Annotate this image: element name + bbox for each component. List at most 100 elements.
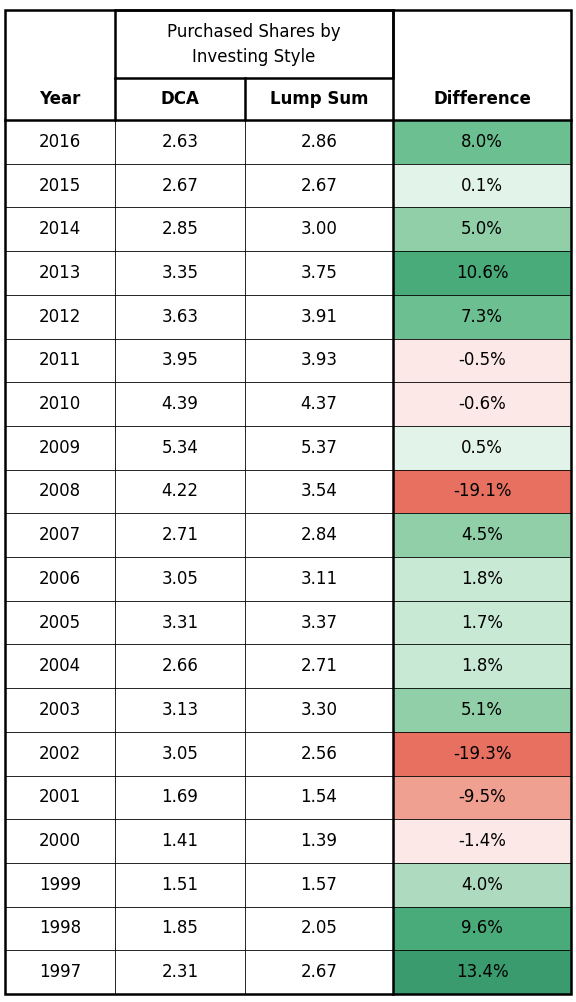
Text: 2.67: 2.67 (301, 176, 338, 194)
Text: 2011: 2011 (39, 352, 81, 370)
Text: 1.8%: 1.8% (461, 657, 503, 675)
Text: -19.1%: -19.1% (453, 482, 511, 500)
Text: 2010: 2010 (39, 395, 81, 413)
Text: 1.85: 1.85 (161, 920, 199, 938)
Text: -19.3%: -19.3% (453, 744, 511, 763)
Text: 1.51: 1.51 (161, 876, 199, 894)
Text: 3.30: 3.30 (301, 701, 338, 719)
Text: 1998: 1998 (39, 920, 81, 938)
Bar (115, 10, 393, 78)
Text: 2.56: 2.56 (301, 744, 338, 763)
Text: 2007: 2007 (39, 526, 81, 544)
Bar (115, 10, 393, 78)
Text: 2.05: 2.05 (301, 920, 338, 938)
Bar (393, 557, 571, 601)
Bar (393, 382, 571, 426)
Text: 2.63: 2.63 (161, 133, 199, 151)
Text: 10.6%: 10.6% (456, 264, 508, 282)
Text: -1.4%: -1.4% (458, 832, 506, 850)
Text: 1.69: 1.69 (161, 789, 199, 807)
Bar (393, 513, 571, 557)
Text: 2006: 2006 (39, 570, 81, 588)
Text: -9.5%: -9.5% (458, 789, 506, 807)
Bar (5, 601, 393, 644)
Text: 5.1%: 5.1% (461, 701, 503, 719)
Text: -0.6%: -0.6% (458, 395, 506, 413)
Text: 5.37: 5.37 (301, 439, 338, 457)
Text: 1.8%: 1.8% (461, 570, 503, 588)
Text: 2.71: 2.71 (161, 526, 199, 544)
Text: 2014: 2014 (39, 220, 81, 238)
Text: 7.3%: 7.3% (461, 308, 503, 326)
Text: 3.35: 3.35 (161, 264, 199, 282)
Text: 1.54: 1.54 (301, 789, 338, 807)
Bar (5, 557, 393, 601)
Text: Difference: Difference (433, 90, 531, 108)
Text: 4.39: 4.39 (161, 395, 199, 413)
Text: 3.13: 3.13 (161, 701, 199, 719)
Text: 2.85: 2.85 (161, 220, 199, 238)
Bar (5, 776, 393, 820)
Bar (393, 863, 571, 907)
Text: 2.31: 2.31 (161, 963, 199, 981)
Text: 2013: 2013 (39, 264, 81, 282)
Bar (5, 120, 393, 163)
Text: 2.71: 2.71 (301, 657, 338, 675)
Text: Purchased Shares by
Investing Style: Purchased Shares by Investing Style (167, 22, 341, 65)
Bar (5, 252, 393, 295)
Text: 2008: 2008 (39, 482, 81, 500)
Text: 3.63: 3.63 (161, 308, 199, 326)
Bar (5, 863, 393, 907)
Bar (393, 207, 571, 252)
Text: 4.22: 4.22 (161, 482, 199, 500)
Text: 3.54: 3.54 (301, 482, 338, 500)
Text: 2001: 2001 (39, 789, 81, 807)
Bar (5, 644, 393, 688)
Text: Year: Year (39, 90, 81, 108)
Text: 2004: 2004 (39, 657, 81, 675)
Text: 1997: 1997 (39, 963, 81, 981)
Text: 1.41: 1.41 (161, 832, 199, 850)
Bar (393, 907, 571, 950)
Text: 4.37: 4.37 (301, 395, 338, 413)
Bar (393, 820, 571, 863)
Text: 9.6%: 9.6% (461, 920, 503, 938)
Text: 2015: 2015 (39, 176, 81, 194)
Bar (5, 907, 393, 950)
Text: 4.0%: 4.0% (461, 876, 503, 894)
Bar (5, 513, 393, 557)
Text: 1999: 1999 (39, 876, 81, 894)
Text: 1.39: 1.39 (301, 832, 338, 850)
Text: 2.86: 2.86 (301, 133, 338, 151)
Bar (5, 470, 393, 513)
Text: 2016: 2016 (39, 133, 81, 151)
Bar (5, 820, 393, 863)
Bar (5, 207, 393, 252)
Text: DCA: DCA (161, 90, 199, 108)
Text: 5.34: 5.34 (161, 439, 199, 457)
Text: 2009: 2009 (39, 439, 81, 457)
Text: 5.0%: 5.0% (461, 220, 503, 238)
Text: 0.5%: 0.5% (461, 439, 503, 457)
Bar (393, 426, 571, 470)
Text: 2.67: 2.67 (301, 963, 338, 981)
Text: 3.37: 3.37 (301, 613, 338, 631)
Bar (393, 950, 571, 994)
Bar (393, 688, 571, 731)
Bar (393, 644, 571, 688)
Text: 2.67: 2.67 (161, 176, 199, 194)
Bar (393, 470, 571, 513)
Text: 3.95: 3.95 (161, 352, 199, 370)
Text: 3.75: 3.75 (301, 264, 338, 282)
Text: 2.66: 2.66 (161, 657, 199, 675)
Bar (393, 163, 571, 207)
Bar (393, 295, 571, 339)
Text: 2002: 2002 (39, 744, 81, 763)
Bar (393, 731, 571, 776)
Text: 2005: 2005 (39, 613, 81, 631)
Bar (393, 601, 571, 644)
Text: 3.93: 3.93 (301, 352, 338, 370)
Bar (5, 163, 393, 207)
Text: 2.84: 2.84 (301, 526, 338, 544)
Text: 3.05: 3.05 (161, 744, 199, 763)
